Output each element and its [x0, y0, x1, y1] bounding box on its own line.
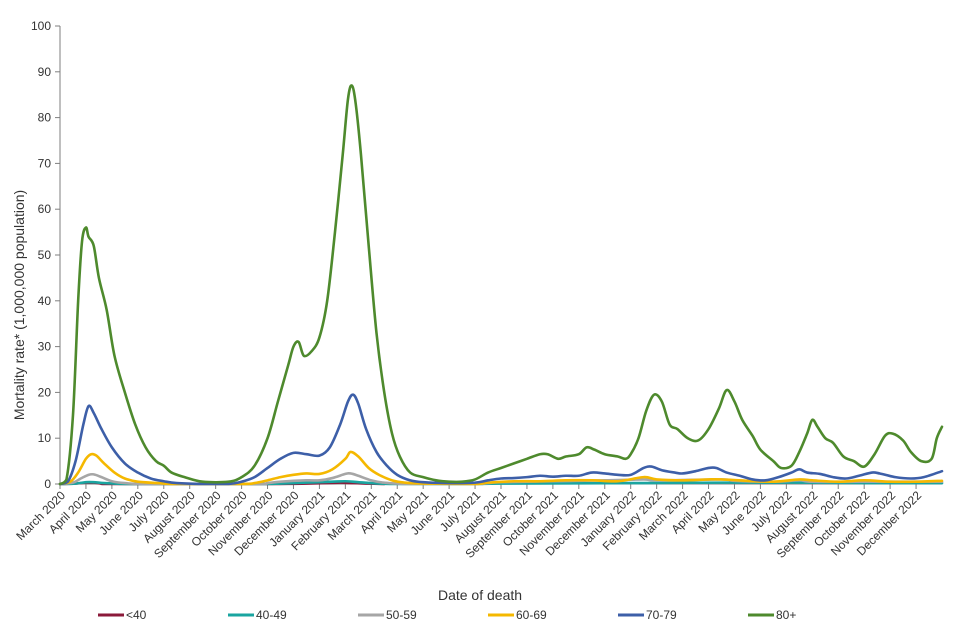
legend-label: <40 [126, 608, 147, 622]
legend: <40 40-49 50-59 60-69 70-79 80+ [98, 608, 796, 622]
y-tick-label: 10 [38, 431, 52, 445]
y-tick-label: 80 [38, 111, 52, 125]
plot-lines [58, 84, 944, 486]
y-tick-label: 30 [38, 340, 52, 354]
legend-label: 40-49 [256, 608, 287, 622]
legend-label: 60-69 [516, 608, 547, 622]
y-tick-label: 100 [31, 19, 51, 33]
y-tick-label: 50 [38, 248, 52, 262]
y-axis: 0 10 20 30 40 50 60 70 80 90 100 [31, 19, 61, 491]
series-line-3 [58, 450, 944, 486]
x-axis-title: Date of death [438, 587, 522, 603]
y-tick-label: 40 [38, 294, 52, 308]
y-tick-label: 90 [38, 65, 52, 79]
series-line-4 [58, 393, 944, 486]
series-line-1 [58, 479, 944, 486]
legend-label: 80+ [776, 608, 796, 622]
legend-label: 70-79 [646, 608, 677, 622]
y-tick-label: 60 [38, 202, 52, 216]
y-tick-label: 70 [38, 156, 52, 170]
series-line-5 [58, 84, 944, 486]
y-tick-label: 0 [44, 477, 51, 491]
y-tick-label: 20 [38, 385, 52, 399]
y-axis-title: Mortality rate* (1,000,000 population) [11, 190, 27, 420]
legend-label: 50-59 [386, 608, 417, 622]
